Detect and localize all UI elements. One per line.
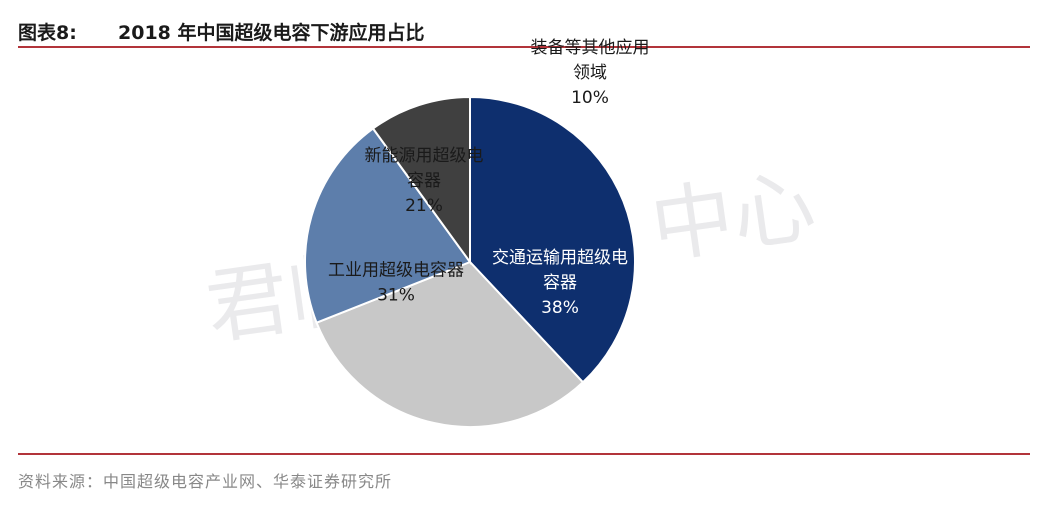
pie-slice-2 <box>315 260 585 428</box>
pie-slices <box>304 95 636 428</box>
slice-name-line-3: 容器 <box>407 171 441 191</box>
slice-name-line-2: 工业用超级电容器 <box>328 261 464 281</box>
figure-title: 2018 年中国超级电容下游应用占比 <box>118 22 425 44</box>
figure-header: 图表8: 2018 年中国超级电容下游应用占比 <box>18 12 1030 46</box>
bottom-divider <box>18 453 1030 455</box>
slice-label-3: 新能源用超级电容器 21% <box>365 146 484 216</box>
pie-slice-4 <box>371 95 471 266</box>
figure-number: 图表8: <box>18 22 77 44</box>
slice-label-1: 交通运输用超级电容器 38% <box>492 248 628 318</box>
slice-percent-3: 21% <box>405 196 443 216</box>
slice-name-line-1: 容器 <box>543 273 577 293</box>
slice-percent-2: 31% <box>377 286 415 306</box>
top-divider <box>18 46 1030 48</box>
slice-name-line-1: 交通运输用超级电 <box>492 248 628 268</box>
slice-name-line-3: 新能源用超级电 <box>365 146 484 166</box>
slice-name-line-4: 领域 <box>573 63 607 83</box>
slice-label-2: 工业用超级电容器 31% <box>328 261 464 306</box>
slice-percent-1: 38% <box>541 298 579 318</box>
slice-percent-4: 10% <box>571 88 609 108</box>
pie-slice-1 <box>469 95 636 384</box>
pie-slice-3 <box>304 127 472 325</box>
source-note: 资料来源：中国超级电容产业网、华泰证券研究所 <box>18 472 393 491</box>
slice-name-line-4: 装备等其他应用 <box>531 38 650 58</box>
slice-label-4: 装备等其他应用领域 10% <box>531 38 650 108</box>
pie-labels: 交通运输用超级电容器 38%工业用超级电容器 31%新能源用超级电容器 21%装备等其… <box>328 38 650 318</box>
